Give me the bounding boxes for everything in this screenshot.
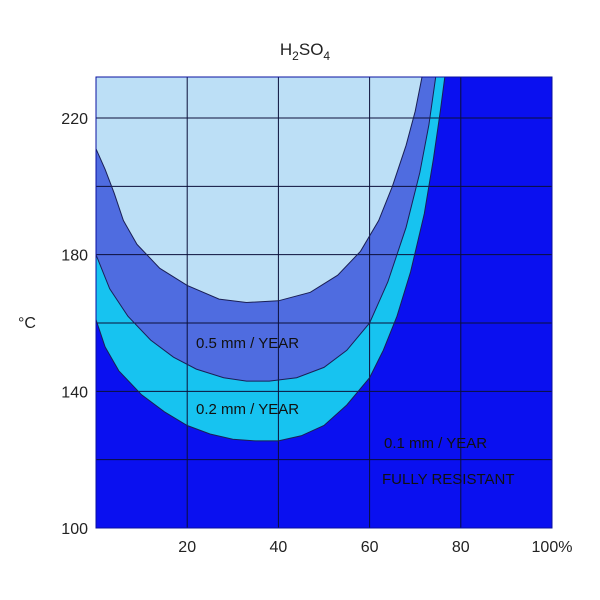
x-tick-label-60: 60	[361, 539, 379, 556]
y-tick-label-180: 180	[61, 248, 88, 265]
title-h: H	[280, 40, 292, 59]
title-subscript-4: 4	[323, 49, 330, 63]
label-0.1mm-year: 0.1 mm / YEAR	[384, 435, 487, 452]
x-tick-label-20: 20	[178, 539, 196, 556]
boundary-lines	[96, 77, 446, 442]
label-0.5mm-year: 0.5 mm / YEAR	[196, 335, 299, 352]
label-0.2mm-year: 0.2 mm / YEAR	[196, 401, 299, 418]
boundary-0-5-mm-year	[96, 77, 423, 304]
chart-title: H2SO4	[280, 40, 331, 63]
title-subscript-2: 2	[292, 49, 299, 63]
tick-labels: 20 40 60 80 100% 100 140 180 220	[61, 111, 572, 556]
x-tick-label-100: 100%	[532, 539, 573, 556]
y-tick-label-140: 140	[61, 384, 88, 401]
title-so: SO	[299, 40, 324, 59]
plot-frame	[95, 76, 553, 529]
y-axis-unit-label: °C	[18, 315, 36, 332]
y-tick-label-220: 220	[61, 111, 88, 128]
y-tick-label-100: 100	[61, 521, 88, 538]
boundary-0-1-mm-year	[96, 77, 446, 442]
plot-area	[96, 77, 552, 528]
label-fully-resistant: FULLY RESISTANT	[382, 471, 515, 488]
area-0-5-mm-year	[96, 77, 422, 303]
grid-lines	[96, 77, 552, 528]
boundary-0-2-mm-year	[96, 77, 437, 382]
x-tick-label-80: 80	[452, 539, 470, 556]
x-tick-label-40: 40	[270, 539, 288, 556]
corrosion-rate-areas	[96, 77, 445, 441]
